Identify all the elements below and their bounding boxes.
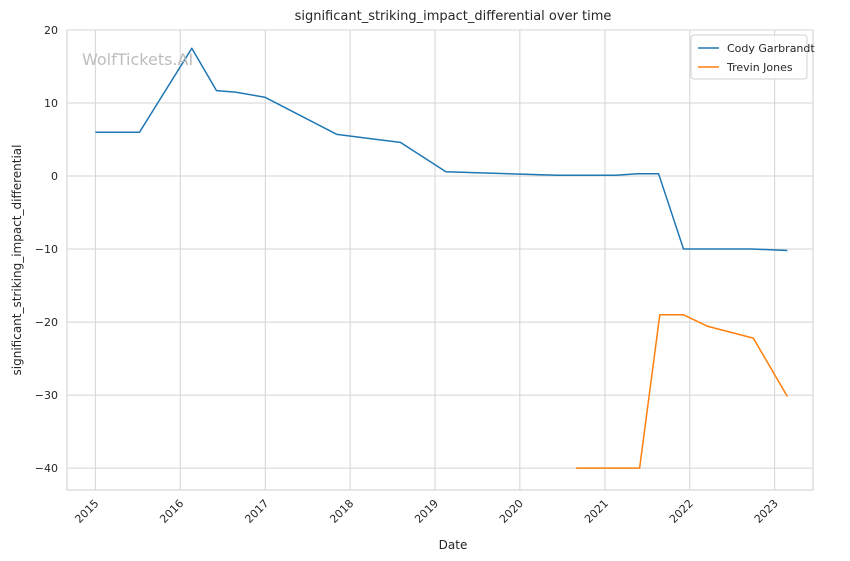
series-lines <box>95 47 789 469</box>
legend-entry: Cody Garbrandt <box>727 42 815 55</box>
x-tick-label: 2015 <box>72 497 101 526</box>
legend-entry: Trevin Jones <box>726 61 793 74</box>
legend: Cody Garbrandt Trevin Jones <box>690 34 815 80</box>
chart-title: significant_striking_impact_differential… <box>295 9 612 24</box>
x-tick-label: 2023 <box>752 497 781 526</box>
plot-background <box>66 29 814 491</box>
y-tick-label: −20 <box>35 316 58 329</box>
y-tick-label: 10 <box>44 97 58 110</box>
x-tick-label: 2022 <box>667 497 696 526</box>
x-tick-label: 2018 <box>327 497 356 526</box>
x-tick-label: 2016 <box>157 497 186 526</box>
y-tick-label: −10 <box>35 243 58 256</box>
y-axis-label: significant_striking_impact_differential <box>10 145 24 376</box>
x-tick-label: 2021 <box>582 497 611 526</box>
x-axis-label: Date <box>439 538 468 552</box>
y-tick-label: 0 <box>51 170 58 183</box>
y-tick-label: 20 <box>44 24 58 37</box>
series-line-1 <box>576 314 789 469</box>
y-tick-label: −40 <box>35 462 58 475</box>
x-tick-label: 2017 <box>242 497 271 526</box>
y-tick-label: −30 <box>35 389 58 402</box>
plot-area: 2015 2016 2017 2018 2019 2020 2021 2022 2023 20 10… <box>35 24 814 526</box>
x-tick-label: 2019 <box>412 497 441 526</box>
watermark-text: WolfTickets.AI <box>82 50 193 69</box>
series-line-0 <box>95 47 788 252</box>
x-tick-label: 2020 <box>497 497 526 526</box>
legend-box <box>690 34 808 80</box>
